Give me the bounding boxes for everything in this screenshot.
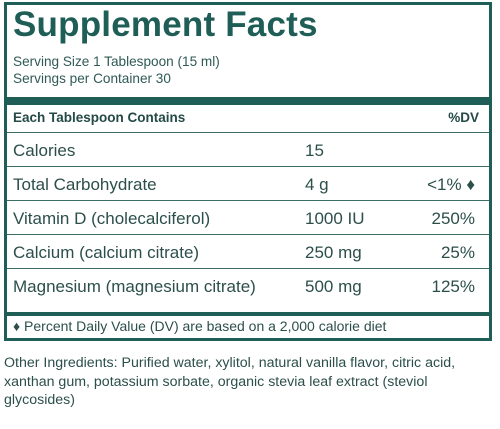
nutrient-name: Total Carbohydrate [13,175,157,194]
nutrient-name: Vitamin D (cholecalciferol) [13,209,211,228]
nutrient-dv: 125% [431,277,475,296]
panel-title: Supplement Facts [13,5,318,44]
table-row: Magnesium (magnesium citrate) 500 mg 125… [7,268,489,302]
table-row: Vitamin D (cholecalciferol) 1000 IU 250% [7,200,489,234]
bottom-divider [7,312,489,316]
dv-footnote: ♦ Percent Daily Value (DV) are based on … [13,318,387,334]
nutrient-dv: 250% [431,209,475,228]
thick-divider [7,97,489,105]
nutrient-amount: 4 g [305,175,329,194]
nutrient-name: Magnesium (magnesium citrate) [13,277,256,296]
table-row: Calories 15 [7,132,489,166]
nutrient-dv: <1% ♦ [427,175,475,194]
nutrient-amount: 1000 IU [305,209,365,228]
header-amount-label: Each Tablespoon Contains [13,110,186,125]
table-header: Each Tablespoon Contains %DV [13,107,481,129]
header-dv-label: %DV [448,110,479,125]
serving-info: Serving Size 1 Tablespoon (15 ml) Servin… [13,53,220,87]
table-row: Total Carbohydrate 4 g <1% ♦ [7,166,489,200]
nutrient-name: Calcium (calcium citrate) [13,243,200,262]
nutrient-amount: 500 mg [305,277,362,296]
serving-size: Serving Size 1 Tablespoon (15 ml) [13,54,220,69]
table-row: Calcium (calcium citrate) 250 mg 25% [7,234,489,268]
other-ingredients: Other Ingredients: Purified water, xylit… [4,355,456,408]
nutrient-table: Calories 15 Total Carbohydrate 4 g <1% ♦… [7,132,489,302]
supplement-facts-panel: Supplement Facts Serving Size 1 Tablespo… [4,2,492,341]
nutrient-dv: 25% [440,243,475,262]
servings-per-container: Servings per Container 30 [13,71,171,86]
nutrient-name: Calories [13,141,76,160]
nutrient-amount: 250 mg [305,243,362,262]
nutrient-amount: 15 [305,141,324,160]
